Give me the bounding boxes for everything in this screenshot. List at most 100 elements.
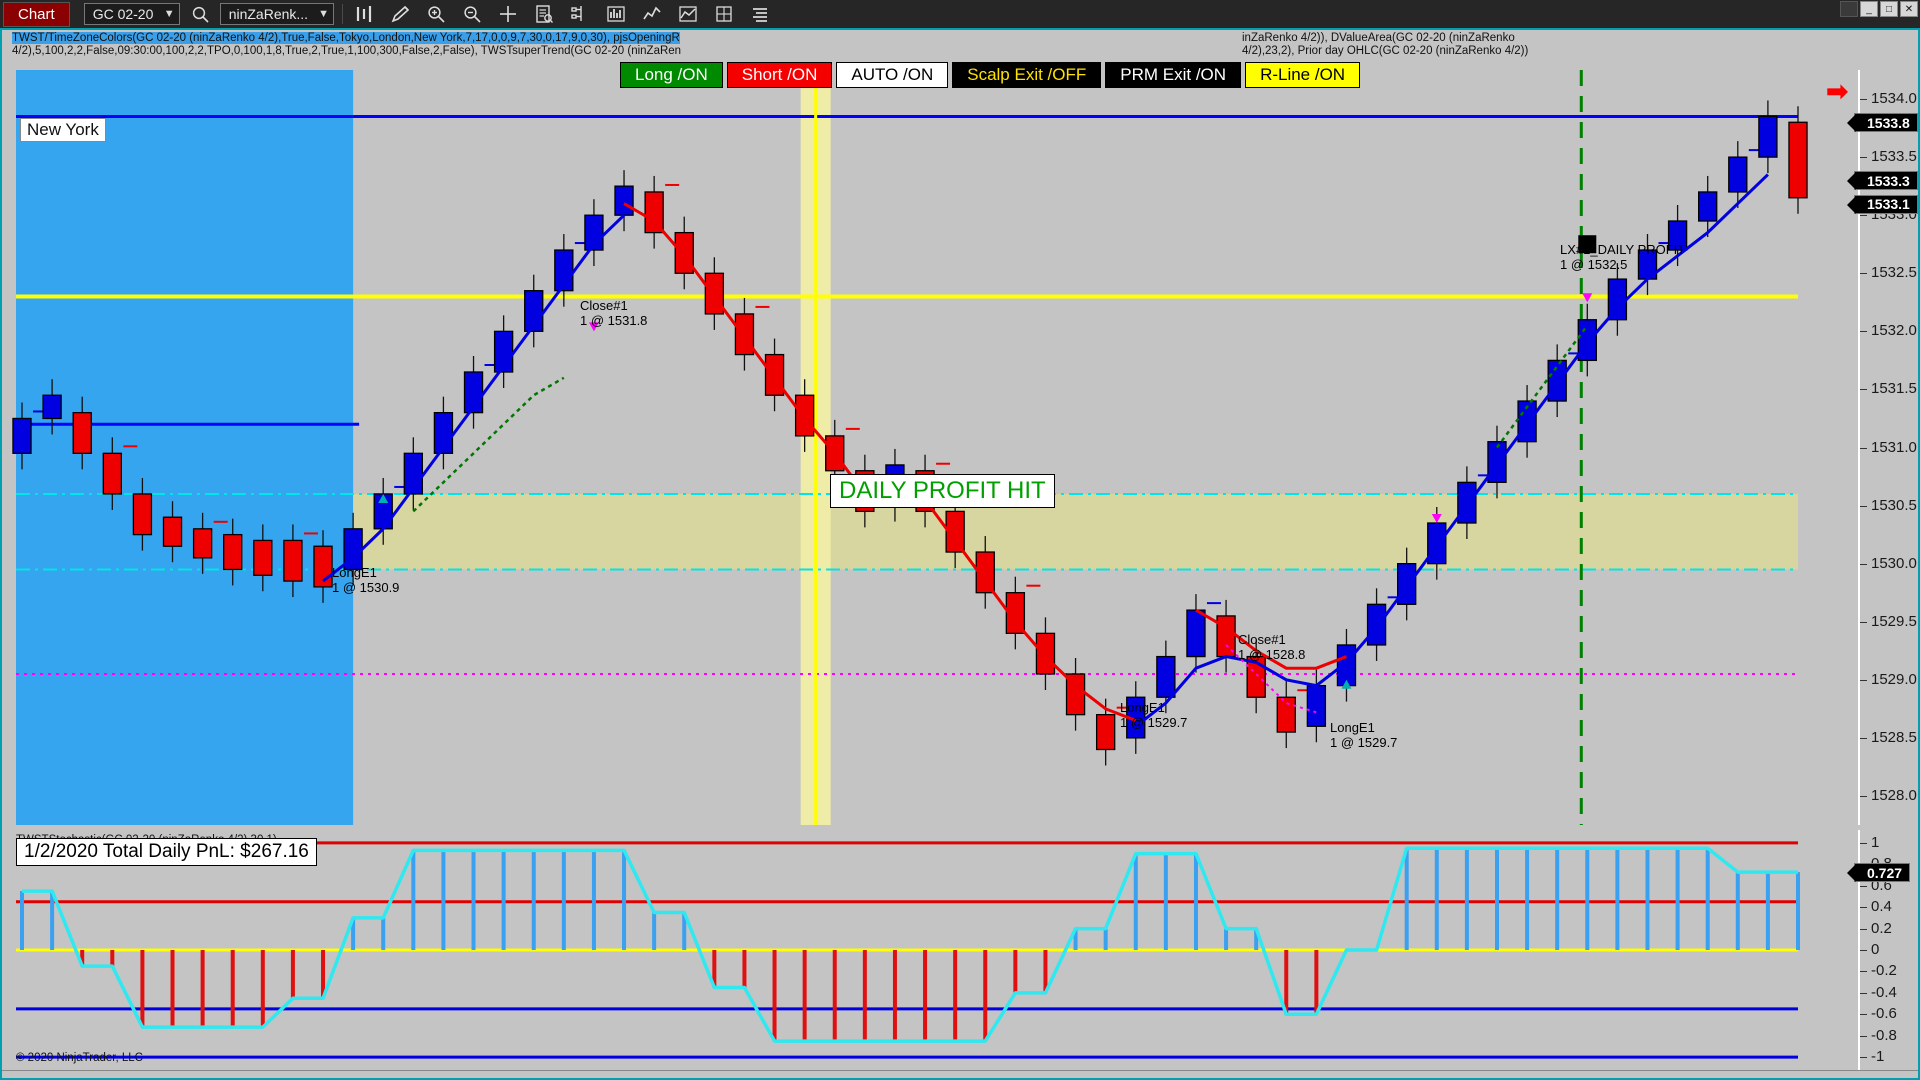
data-series-selector[interactable]: ninZaRenk... ▼ (219, 3, 334, 25)
instrument-selector[interactable]: GC 02-20 ▼ (83, 3, 180, 25)
time-tick: 10:28 (1664, 1077, 1697, 1078)
long-entry-2: LongE1 1 @ 1529.7 (1120, 700, 1187, 730)
long-entry-1-price: 1 @ 1530.9 (332, 580, 400, 595)
price-tick: 1531.5 (1860, 380, 1917, 397)
zoom-out-icon[interactable] (457, 1, 487, 27)
time-tick: 09:40 (656, 1077, 689, 1078)
line-chart-icon[interactable] (637, 1, 667, 27)
ask-marker: 1533.1 (1847, 194, 1918, 214)
price-tick: 1531.0 (1860, 439, 1917, 456)
price-axis[interactable]: 1534.0 1533.5 1533.0 1532.5 1532.0 1531.5 1531… (1847, 70, 1918, 825)
histogram-icon[interactable] (601, 1, 631, 27)
price-plot (12, 70, 1808, 825)
crosshair-icon[interactable] (493, 1, 523, 27)
lx1-daily-profit-label: LX#1_DAILY PROFIT (1560, 242, 1686, 257)
window-pin-button[interactable] (1840, 1, 1858, 17)
daily-pnl-label: 1/2/2020 Total Daily PnL: $267.16 (16, 838, 317, 866)
price-tick: 1529.0 (1860, 671, 1917, 688)
window-maximize-button[interactable]: □ (1880, 1, 1898, 17)
time-tick: 10:01 (1160, 1077, 1193, 1078)
stoch-tick: 0.2 (1860, 920, 1892, 937)
long-toggle[interactable]: Long /ON (620, 62, 723, 88)
toolbar-divider (341, 4, 343, 24)
price-pane[interactable]: New York DAILY PROFIT HIT 1/2/2020 Total… (2, 70, 1858, 866)
indicator-header-right-line1: inZaRenko 4/2)), DValueArea(GC 02-20 (ni… (1242, 32, 1515, 44)
stochastic-plot (16, 841, 1800, 1059)
time-tick: 09:56 (880, 1077, 913, 1078)
price-tick: 1532.5 (1860, 264, 1917, 281)
pencil-icon[interactable] (385, 1, 415, 27)
search-icon[interactable] (186, 1, 216, 27)
chart-tab[interactable]: Chart (3, 1, 70, 27)
stoch-tick: 1 (1860, 834, 1879, 851)
price-tick: 1530.5 (1860, 497, 1917, 514)
long-entry-2-price: 1 @ 1529.7 (1120, 715, 1188, 730)
data-series-value: ninZaRenk... (228, 6, 309, 22)
stochastic-axis[interactable]: 10.80.60.40.20-0.2-0.4-0.6-0.8-10.727 (1846, 830, 1918, 1070)
scalp-exit-toggle[interactable]: Scalp Exit /OFF (952, 62, 1102, 88)
indicator-header-text: TWST/TimeZoneColors(GC 02-20 (ninZaRenko… (12, 32, 681, 57)
zoom-in-icon[interactable] (421, 1, 451, 27)
main-toolbar: Chart GC 02-20 ▼ ninZaRenk... ▼ (0, 0, 1920, 28)
time-tick: 09:44 (712, 1077, 745, 1078)
order-flow-icon[interactable] (709, 1, 739, 27)
price-tick: 1529.5 (1860, 613, 1917, 630)
chevron-down-icon: ▼ (163, 8, 175, 20)
time-tick: 09:40 (600, 1077, 633, 1078)
price-tick: 1528.5 (1860, 729, 1917, 746)
time-tick: 10:13 (1384, 1077, 1417, 1078)
session-label-new-york: New York (20, 118, 106, 142)
stoch-tick: 0 (1860, 941, 1879, 958)
time-tick: 09:04 (41, 1077, 74, 1078)
long-entry-1-label: LongE1 (332, 565, 377, 580)
list-icon[interactable] (745, 1, 775, 27)
stoch-tick: -0.8 (1860, 1027, 1897, 1044)
time-tick: 09:39 (544, 1077, 577, 1078)
chart-window-frame: TWST/TimeZoneColors(GC 02-20 (ninZaRenko… (0, 28, 1920, 1080)
stoch-value-marker: 0.727 (1846, 863, 1911, 883)
bars-icon[interactable] (349, 1, 379, 27)
ask-marker-value: 1533.1 (1867, 196, 1910, 213)
last-price-marker: 1533.8 (1847, 113, 1918, 133)
indicator-header-right-line2: 4/2),23,2), Prior day OHLC(GC 02-20 (nin… (1242, 44, 1529, 57)
area-chart-icon[interactable] (673, 1, 703, 27)
price-tick: 1533.5 (1860, 148, 1917, 165)
scroll-to-realtime-arrow[interactable]: ➡ (1826, 76, 1848, 106)
time-tick: 09:35 (377, 1077, 410, 1078)
window-close-button[interactable]: ✕ (1900, 1, 1918, 17)
time-tick: 09:12 (153, 1077, 186, 1078)
strategy-button-row: Long /ON Short /ON AUTO /ON Scalp Exit /… (620, 62, 1361, 88)
price-tick: 1534.0 (1860, 90, 1917, 107)
close-1-price: 1 @ 1531.8 (580, 313, 648, 328)
time-tick: 10:13 (1440, 1077, 1473, 1078)
time-tick: 09:54 (824, 1077, 857, 1078)
tree-icon[interactable] (565, 1, 595, 27)
time-tick: 09:59 (992, 1077, 1025, 1078)
data-box-icon[interactable] (529, 1, 559, 27)
time-tick: 09:31 (265, 1077, 298, 1078)
lx1-daily-profit-price: 1 @ 1532.5 (1560, 257, 1628, 272)
stochastic-pane[interactable]: TWSTStochastic(GC 02-20 (ninZaRenko 4/2)… (2, 830, 1858, 1070)
time-tick: 09:23 (209, 1077, 242, 1078)
close-1-label: Close#1 (580, 298, 628, 313)
prm-exit-toggle[interactable]: PRM Exit /ON (1105, 62, 1242, 88)
chart-canvas[interactable]: TWST/TimeZoneColors(GC 02-20 (ninZaRenko… (2, 30, 1918, 1078)
window-minimize-button[interactable]: _ (1860, 1, 1878, 17)
daily-profit-hit-label: DAILY PROFIT HIT (830, 474, 1055, 508)
close-2: Close#1 1 @ 1528.8 (1238, 632, 1305, 662)
auto-toggle[interactable]: AUTO /ON (836, 62, 949, 88)
time-tick: 10:32 (1776, 1077, 1809, 1078)
close-2-price: 1 @ 1528.8 (1238, 647, 1306, 662)
time-tick: 09:59 (1048, 1077, 1081, 1078)
short-toggle[interactable]: Short /ON (726, 62, 833, 88)
time-axis[interactable]: 09:04 09:07 09:12 09:23 09:31 09:32 09:35 09:35… (2, 1070, 1918, 1078)
long-entry-3-price: 1 @ 1529.7 (1330, 735, 1398, 750)
r-line-toggle[interactable]: R-Line /ON (1245, 62, 1361, 88)
long-entry-2-label: LongE1 (1120, 700, 1165, 715)
time-tick: 09:50 (768, 1077, 801, 1078)
long-entry-3-label: LongE1 (1330, 720, 1375, 735)
stoch-tick: -0.6 (1860, 1005, 1897, 1022)
time-tick: 09:07 (97, 1077, 130, 1078)
stoch-tick: 0.4 (1860, 898, 1892, 915)
time-tick: 10:19 (1552, 1077, 1585, 1078)
